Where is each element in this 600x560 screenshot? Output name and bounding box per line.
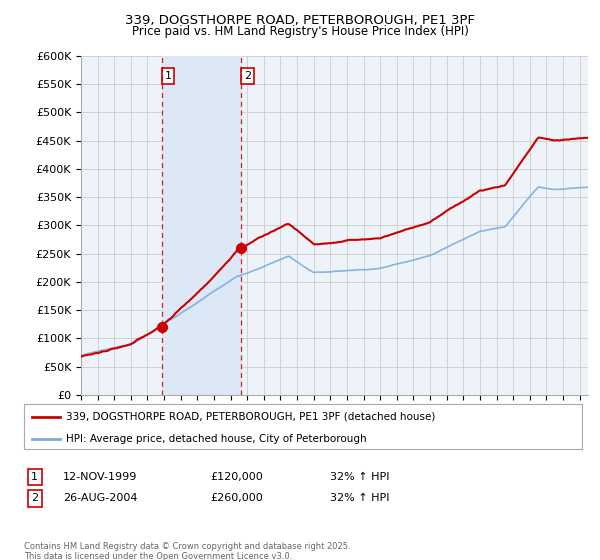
Text: £260,000: £260,000 (210, 493, 263, 503)
Text: £120,000: £120,000 (210, 472, 263, 482)
Text: 32% ↑ HPI: 32% ↑ HPI (330, 472, 389, 482)
Text: 1: 1 (31, 472, 38, 482)
Text: 1: 1 (164, 71, 172, 81)
Text: 2: 2 (31, 493, 38, 503)
Text: HPI: Average price, detached house, City of Peterborough: HPI: Average price, detached house, City… (66, 434, 367, 444)
Text: 339, DOGSTHORPE ROAD, PETERBOROUGH, PE1 3PF: 339, DOGSTHORPE ROAD, PETERBOROUGH, PE1 … (125, 14, 475, 27)
Text: 26-AUG-2004: 26-AUG-2004 (63, 493, 137, 503)
Text: Price paid vs. HM Land Registry's House Price Index (HPI): Price paid vs. HM Land Registry's House … (131, 25, 469, 38)
Text: Contains HM Land Registry data © Crown copyright and database right 2025.
This d: Contains HM Land Registry data © Crown c… (24, 542, 350, 560)
Bar (162, 56, 241, 395)
Text: 339, DOGSTHORPE ROAD, PETERBOROUGH, PE1 3PF (detached house): 339, DOGSTHORPE ROAD, PETERBOROUGH, PE1 … (66, 412, 435, 422)
Text: 2: 2 (244, 71, 251, 81)
Text: 32% ↑ HPI: 32% ↑ HPI (330, 493, 389, 503)
Text: 12-NOV-1999: 12-NOV-1999 (63, 472, 137, 482)
